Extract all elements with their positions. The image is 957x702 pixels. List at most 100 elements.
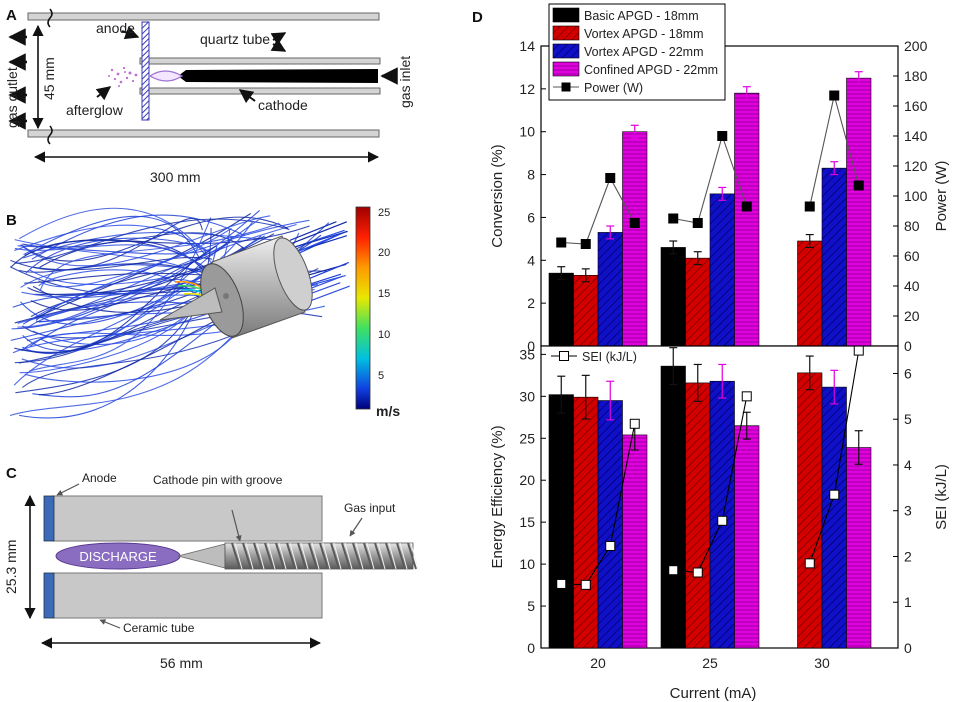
screw-thread <box>385 542 395 570</box>
y2-tick-label: 1 <box>904 594 912 610</box>
y2-axis-title: Power (W) <box>933 161 950 232</box>
anode-label: anode <box>96 20 135 36</box>
anode-pointer-c <box>56 483 80 496</box>
streamline <box>20 215 271 267</box>
y-tick-label: 5 <box>527 598 535 614</box>
bar <box>548 394 574 649</box>
panel-d-label: D <box>472 9 483 26</box>
screw-thread <box>319 542 329 570</box>
cathode-tip <box>177 543 226 569</box>
nozzle-hole <box>223 293 229 299</box>
y-tick-label: 35 <box>519 346 535 362</box>
screw-thread-highlight <box>410 542 419 570</box>
legend-swatch <box>552 7 580 23</box>
bar <box>660 247 686 347</box>
screw-thread <box>352 542 362 570</box>
legend-swatch <box>552 61 580 77</box>
sei-marker <box>717 515 728 526</box>
y-tick-label: 8 <box>527 167 535 183</box>
line-series <box>561 176 636 245</box>
y2-tick-label: 2 <box>904 548 912 564</box>
nozzle-body <box>159 235 313 339</box>
y2-tick-label: 180 <box>904 68 928 84</box>
colorbar-tick-5: 5 <box>378 370 384 382</box>
y-tick-label: 0 <box>527 640 535 656</box>
streamline <box>289 221 348 245</box>
bar <box>797 372 823 649</box>
panel-b-label: B <box>6 212 17 229</box>
legend-swatch <box>552 43 580 59</box>
y-tick-label: 4 <box>527 252 535 268</box>
gas-inlet-label: gas inlet <box>397 56 413 108</box>
inner-tube-bottom <box>139 87 381 95</box>
streamline <box>14 244 211 277</box>
power-marker <box>853 180 864 191</box>
bar <box>685 382 711 649</box>
chart-legend: Basic APGD - 18mm Vortex APGD - 18mm Vorte… <box>548 3 726 101</box>
line-series <box>561 423 636 586</box>
screw-thread-highlight <box>267 542 276 570</box>
line-series <box>673 396 748 574</box>
cathode-label: cathode <box>258 97 308 113</box>
y-tick-label: 12 <box>519 81 535 97</box>
sei-legend: SEI (kJ/L) <box>551 350 637 364</box>
legend-label: Vortex APGD - 22mm <box>584 45 703 59</box>
discharge-label: DISCHARGE <box>79 549 157 564</box>
line-series <box>673 134 748 224</box>
y2-tick-label: 6 <box>904 365 912 381</box>
anode-bottom <box>43 572 55 619</box>
y2-tick-label: 0 <box>904 640 912 656</box>
screw-thread-highlight <box>256 542 265 570</box>
screw-thread <box>242 542 252 570</box>
streamline <box>289 221 337 241</box>
sei-marker <box>853 345 864 356</box>
bar <box>846 77 872 347</box>
y-tick-label: 0 <box>527 338 535 354</box>
quartz-pointer-2 <box>270 38 287 52</box>
colorbar-unit: m/s <box>376 403 400 419</box>
cathode-rod <box>178 69 378 83</box>
bar <box>685 257 711 347</box>
afterglow-label: afterglow <box>66 102 124 118</box>
sei-marker <box>829 489 840 500</box>
cathode-pointer <box>238 89 256 104</box>
streamline <box>24 313 251 383</box>
streamline <box>39 222 280 292</box>
legend-sei-marker <box>559 351 569 361</box>
screw-thread-highlight <box>388 542 397 570</box>
screw-thread <box>264 542 274 570</box>
screw-thread <box>286 542 296 570</box>
y2-tick-label: 4 <box>904 457 912 473</box>
screw-thread <box>297 542 307 570</box>
streamline <box>22 232 258 265</box>
sei-marker <box>629 418 640 429</box>
y2-tick-label: 40 <box>904 278 920 294</box>
power-marker <box>580 239 591 249</box>
y2-tick-label: 5 <box>904 411 912 427</box>
bar <box>821 167 847 347</box>
length-label: 300 mm <box>150 169 201 185</box>
streamline <box>33 256 213 271</box>
x-tick-label: 20 <box>590 655 606 671</box>
streamline <box>10 217 203 271</box>
ceramic-tube-label: Ceramic tube <box>123 621 195 635</box>
height-label: 45 mm <box>41 57 57 100</box>
power-marker <box>605 173 616 183</box>
screw-thread-highlight <box>234 542 243 570</box>
streamline <box>17 245 212 255</box>
gas-outlet-arrows <box>8 28 27 130</box>
bar <box>660 365 686 649</box>
screw-thread <box>374 542 384 570</box>
y2-tick-label: 0 <box>904 338 912 354</box>
y-tick-label: 15 <box>519 514 535 530</box>
screw-thread-highlight <box>278 542 287 570</box>
colorbar-tick-20: 20 <box>378 247 390 259</box>
screw-thread-highlight <box>300 542 309 570</box>
anode-label-c: Anode <box>82 471 117 485</box>
panel-c-label: C <box>6 465 17 482</box>
y-tick-label: 30 <box>519 388 535 404</box>
screw-thread <box>231 542 241 570</box>
y2-tick-label: 120 <box>904 158 928 174</box>
power-marker <box>692 218 703 228</box>
